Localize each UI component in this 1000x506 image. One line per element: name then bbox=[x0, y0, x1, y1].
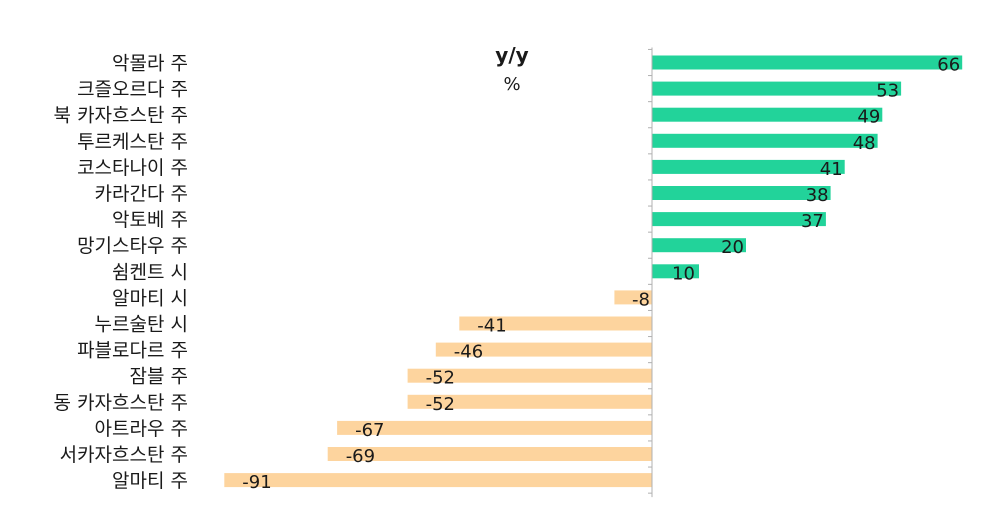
bar bbox=[407, 394, 652, 409]
value-label: -52 bbox=[426, 368, 455, 389]
value-label: 41 bbox=[820, 159, 843, 180]
category-label: 서카자흐스탄 주 bbox=[60, 444, 188, 466]
value-label: -52 bbox=[426, 394, 455, 415]
bar bbox=[337, 420, 652, 435]
category-label: 투르케스탄 주 bbox=[77, 131, 188, 153]
bar bbox=[652, 238, 746, 253]
bar bbox=[652, 107, 883, 122]
category-label: 잠블 주 bbox=[130, 366, 188, 388]
bar bbox=[435, 342, 652, 357]
category-label: 누르술탄 시 bbox=[95, 314, 188, 336]
value-label: -46 bbox=[454, 342, 483, 363]
category-label: 코스타나이 주 bbox=[77, 157, 188, 179]
category-label: 크즐오르다 주 bbox=[77, 79, 188, 101]
bar bbox=[327, 447, 652, 461]
value-label: 38 bbox=[806, 185, 829, 206]
bar bbox=[652, 159, 845, 174]
category-label: 알마티 시 bbox=[112, 287, 188, 309]
category-label: 파블로다르 주 bbox=[77, 340, 188, 362]
value-label: -91 bbox=[242, 472, 271, 493]
category-label: 카라간다 주 bbox=[95, 183, 188, 205]
category-label: 동 카자흐스탄 주 bbox=[54, 392, 188, 414]
value-label: 37 bbox=[801, 211, 824, 232]
value-label: -41 bbox=[477, 316, 506, 337]
bar bbox=[224, 473, 653, 488]
category-label: 아트라우 주 bbox=[95, 418, 188, 440]
bar bbox=[652, 212, 826, 227]
bar bbox=[652, 133, 878, 148]
value-label: 10 bbox=[672, 263, 695, 284]
value-label: 53 bbox=[876, 81, 899, 102]
bar bbox=[459, 316, 652, 331]
value-label: -8 bbox=[632, 289, 650, 310]
bar bbox=[652, 81, 902, 96]
category-label: 쉼켄트 시 bbox=[112, 261, 188, 283]
value-label: 48 bbox=[853, 133, 876, 154]
category-label: 알마티 주 bbox=[112, 470, 188, 492]
category-label: 악토베 주 bbox=[112, 209, 188, 231]
bar bbox=[652, 186, 831, 200]
category-label: 북 카자흐스탄 주 bbox=[54, 105, 188, 127]
value-label: -67 bbox=[355, 420, 384, 441]
value-label: -69 bbox=[346, 446, 375, 467]
zero-axis bbox=[648, 47, 653, 498]
bar bbox=[614, 290, 652, 305]
bar bbox=[652, 264, 699, 279]
chart-title: y/y bbox=[495, 43, 528, 67]
bar bbox=[407, 368, 652, 383]
category-label: 악몰라 주 bbox=[112, 53, 188, 75]
unit-label: % bbox=[503, 74, 520, 95]
bars-group: 악몰라 주 66 크즐오르다 주 53 북 카자흐스탄 주 49 투르케스탄 주 48 코스타나… bbox=[54, 53, 963, 493]
value-label: 49 bbox=[857, 107, 880, 128]
bar bbox=[652, 55, 963, 70]
value-label: 20 bbox=[721, 237, 744, 258]
category-label: 망기스타우 주 bbox=[77, 235, 188, 257]
value-label: 66 bbox=[937, 55, 960, 76]
